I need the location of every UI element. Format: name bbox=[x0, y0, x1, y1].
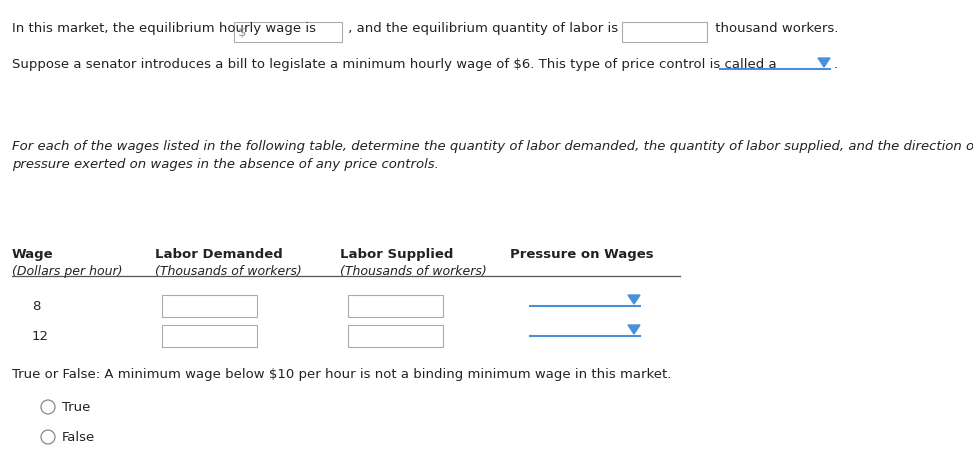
Bar bbox=[348, 325, 443, 347]
Text: Wage: Wage bbox=[12, 248, 54, 261]
Text: (Thousands of workers): (Thousands of workers) bbox=[340, 265, 486, 278]
Text: For each of the wages listed in the following table, determine the quantity of l: For each of the wages listed in the foll… bbox=[12, 140, 973, 153]
Text: Labor Demanded: Labor Demanded bbox=[155, 248, 283, 261]
Polygon shape bbox=[628, 295, 640, 304]
Text: False: False bbox=[62, 431, 95, 444]
Text: .: . bbox=[834, 58, 838, 71]
Bar bbox=[162, 325, 257, 347]
Text: 8: 8 bbox=[32, 299, 40, 312]
Text: , and the equilibrium quantity of labor is: , and the equilibrium quantity of labor … bbox=[344, 22, 623, 35]
Bar bbox=[348, 295, 443, 317]
Text: $: $ bbox=[238, 26, 246, 39]
Text: Suppose a senator introduces a bill to legislate a minimum hourly wage of $6. Th: Suppose a senator introduces a bill to l… bbox=[12, 58, 776, 71]
Bar bbox=[162, 295, 257, 317]
Text: 12: 12 bbox=[32, 330, 49, 343]
Polygon shape bbox=[628, 325, 640, 334]
Text: True or False: A minimum wage below $10 per hour is not a binding minimum wage i: True or False: A minimum wage below $10 … bbox=[12, 368, 671, 381]
Text: pressure exerted on wages in the absence of any price controls.: pressure exerted on wages in the absence… bbox=[12, 158, 439, 171]
Bar bbox=[234, 22, 342, 42]
Text: In this market, the equilibrium hourly wage is: In this market, the equilibrium hourly w… bbox=[12, 22, 320, 35]
Text: True: True bbox=[62, 400, 90, 413]
Text: thousand workers.: thousand workers. bbox=[711, 22, 839, 35]
Text: Pressure on Wages: Pressure on Wages bbox=[510, 248, 654, 261]
Text: (Dollars per hour): (Dollars per hour) bbox=[12, 265, 123, 278]
Text: Labor Supplied: Labor Supplied bbox=[340, 248, 453, 261]
Polygon shape bbox=[818, 58, 830, 67]
Text: (Thousands of workers): (Thousands of workers) bbox=[155, 265, 302, 278]
Bar bbox=[622, 22, 707, 42]
